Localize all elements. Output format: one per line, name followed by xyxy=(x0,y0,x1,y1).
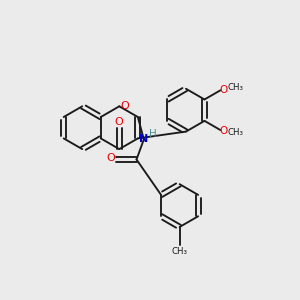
Text: O: O xyxy=(219,85,228,95)
Text: CH₃: CH₃ xyxy=(228,128,244,137)
Text: N: N xyxy=(139,134,148,143)
Text: CH₃: CH₃ xyxy=(172,247,188,256)
Text: O: O xyxy=(106,153,115,163)
Text: O: O xyxy=(114,117,123,128)
Text: O: O xyxy=(219,126,228,136)
Text: H: H xyxy=(149,129,157,139)
Text: CH₃: CH₃ xyxy=(228,83,244,92)
Text: O: O xyxy=(120,101,129,111)
